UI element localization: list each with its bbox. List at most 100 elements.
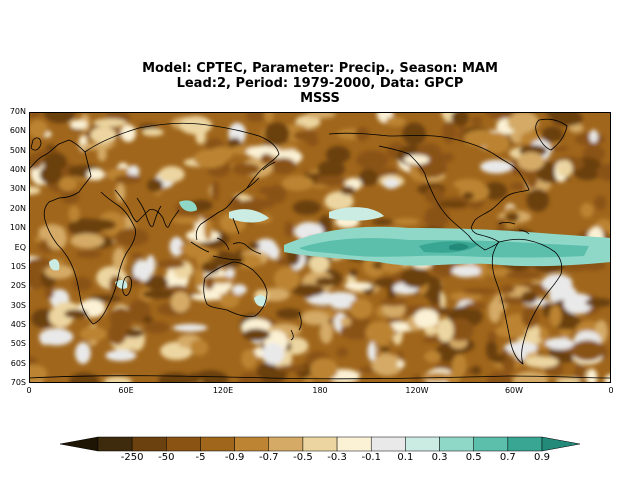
skill-blob <box>330 298 353 310</box>
skill-blob <box>179 116 212 135</box>
skill-blob <box>413 308 440 329</box>
skill-blob <box>239 199 275 209</box>
skill-blob <box>379 345 391 353</box>
skill-blob <box>245 112 266 123</box>
lon-label: 60E <box>118 386 134 395</box>
lon-label: 0 <box>26 386 32 395</box>
skill-blob <box>452 354 467 378</box>
skill-blob <box>69 119 88 130</box>
pacific-skill-band <box>49 200 611 307</box>
skill-blob <box>317 160 346 178</box>
skill-blob <box>393 218 420 226</box>
skill-blob <box>310 358 338 381</box>
skill-blob <box>241 349 257 369</box>
skill-blob <box>131 252 143 259</box>
skill-blob <box>261 343 285 365</box>
skill-blob <box>120 124 136 142</box>
skill-blob <box>29 112 42 118</box>
skill-blob <box>367 341 377 362</box>
skill-blob <box>268 244 280 260</box>
skill-blob <box>158 166 185 183</box>
skill-blob <box>401 267 431 288</box>
lon-label: 180 <box>312 386 328 395</box>
lat-label: 60N <box>9 126 26 136</box>
skill-blob <box>580 203 594 218</box>
skill-blob <box>264 122 290 146</box>
skill-field <box>29 112 611 383</box>
skill-blob <box>292 200 321 215</box>
skill-blob <box>306 112 336 119</box>
colorbar-segment <box>473 436 509 452</box>
skill-blob <box>436 318 454 342</box>
skill-blob <box>462 191 474 200</box>
skill-blob <box>70 233 104 249</box>
skill-blob <box>258 186 279 195</box>
coastline-europe-africa <box>29 139 136 325</box>
skill-blob <box>248 242 260 250</box>
skill-blob <box>109 275 122 295</box>
skill-blob <box>292 284 325 297</box>
skill-blob <box>462 288 497 295</box>
skill-blob <box>69 372 99 383</box>
skill-blob <box>427 283 441 305</box>
skill-blob <box>568 123 584 133</box>
skill-blob <box>485 112 515 119</box>
skill-blob <box>425 187 445 205</box>
skill-blob <box>359 366 376 373</box>
lon-label: 120W <box>405 386 429 395</box>
skill-blob <box>421 372 453 382</box>
skill-blob <box>471 365 482 376</box>
skill-blob <box>541 126 564 143</box>
coastline-caribbean <box>498 222 530 235</box>
coastline-new-zealand <box>290 311 302 341</box>
skill-blob <box>442 121 457 144</box>
coastline-india <box>136 197 162 227</box>
skill-blob <box>504 341 538 354</box>
skill-blob <box>171 217 201 224</box>
skill-blob <box>356 150 389 170</box>
colorbar <box>60 436 580 452</box>
skill-blob <box>379 298 408 307</box>
skill-blob <box>512 371 548 383</box>
skill-blob <box>486 371 512 383</box>
colorbar-segment <box>336 436 372 452</box>
skill-blob <box>271 157 297 175</box>
skill-blob <box>224 268 236 278</box>
skill-blob <box>39 328 74 346</box>
skill-blob <box>359 168 378 186</box>
skill-blob <box>383 178 400 189</box>
coastline-philippines <box>232 217 240 235</box>
skill-blob <box>189 339 209 356</box>
colorbar-tick-label: -0.7 <box>259 452 279 463</box>
skill-blob <box>403 154 430 165</box>
skill-blob <box>555 377 582 383</box>
colorbar-segment <box>439 436 474 452</box>
colorbar-segment <box>166 436 201 452</box>
skill-blob <box>242 328 270 341</box>
skill-blob <box>596 163 611 181</box>
skill-blob <box>79 326 107 341</box>
skill-blob <box>574 363 584 383</box>
skill-blob <box>264 112 274 123</box>
chart-title-line-2: Lead:2, Period: 1979-2000, Data: GPCP <box>176 76 464 91</box>
map-frame <box>29 112 611 383</box>
colorbar-high-arrow <box>541 436 580 452</box>
skill-blob <box>68 205 80 222</box>
skill-blob <box>340 321 373 340</box>
skill-blob <box>142 289 176 299</box>
colorbar-tick-label: -5 <box>195 452 206 463</box>
skill-blob <box>446 318 474 342</box>
skill-blob <box>194 267 205 287</box>
lat-label: 40S <box>10 319 26 329</box>
skill-blob <box>557 160 573 178</box>
skill-blob <box>482 182 508 200</box>
skill-blob <box>114 174 142 184</box>
skill-blob <box>293 130 318 141</box>
skill-blob <box>46 226 67 250</box>
skill-blob <box>64 309 89 319</box>
skill-blob <box>509 182 527 191</box>
colorbar-segment <box>370 436 406 452</box>
lat-label: 60S <box>10 358 26 368</box>
skill-blob <box>551 145 569 152</box>
skill-blob <box>58 176 78 192</box>
